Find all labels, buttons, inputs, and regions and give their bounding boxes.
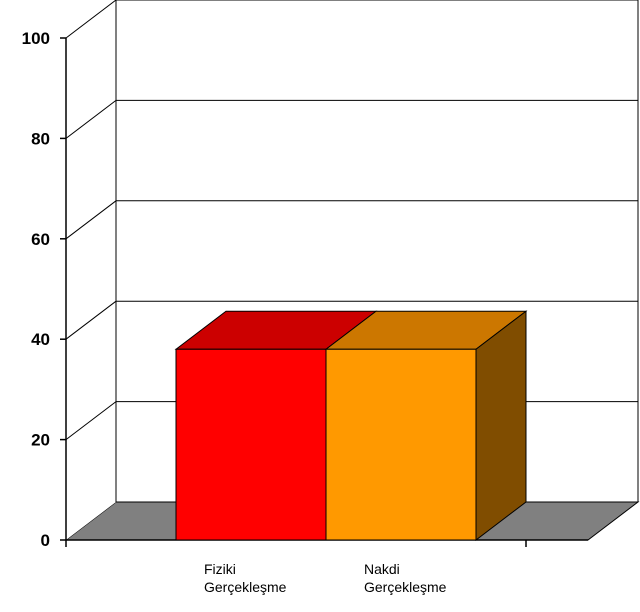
gridline-diagonal — [65, 100, 117, 139]
gridline-diagonal — [65, 401, 117, 440]
bar-front-face — [175, 348, 327, 541]
bar-1 — [174, 310, 378, 541]
y-tick-label: 40 — [31, 330, 50, 349]
gridline-diagonal — [65, 300, 117, 340]
bar-side-face — [475, 310, 527, 542]
y-tick-label: 0 — [41, 531, 50, 550]
bar-front-face — [325, 348, 477, 541]
x-tick-label: Nakdi Gerçekleşme — [364, 561, 447, 595]
y-tick-labels: 0 20 40 60 80 100 — [22, 29, 50, 550]
y-tick-label: 80 — [31, 129, 50, 148]
y-tick-label: 100 — [22, 29, 50, 48]
y-tick-label: 60 — [31, 230, 50, 249]
gridline-diagonal — [65, 0, 117, 39]
x-tick-labels: Fiziki Gerçekleşme Nakdi Gerçekleşme — [204, 561, 447, 595]
chart-left-wall — [66, 0, 116, 540]
y-tick-label: 20 — [31, 431, 50, 450]
bars — [174, 310, 528, 542]
x-tick-label: Fiziki Gerçekleşme — [204, 561, 287, 595]
gridline-diagonal — [65, 200, 117, 240]
chart-back-wall — [115, 0, 639, 502]
bar-2 — [324, 310, 528, 541]
